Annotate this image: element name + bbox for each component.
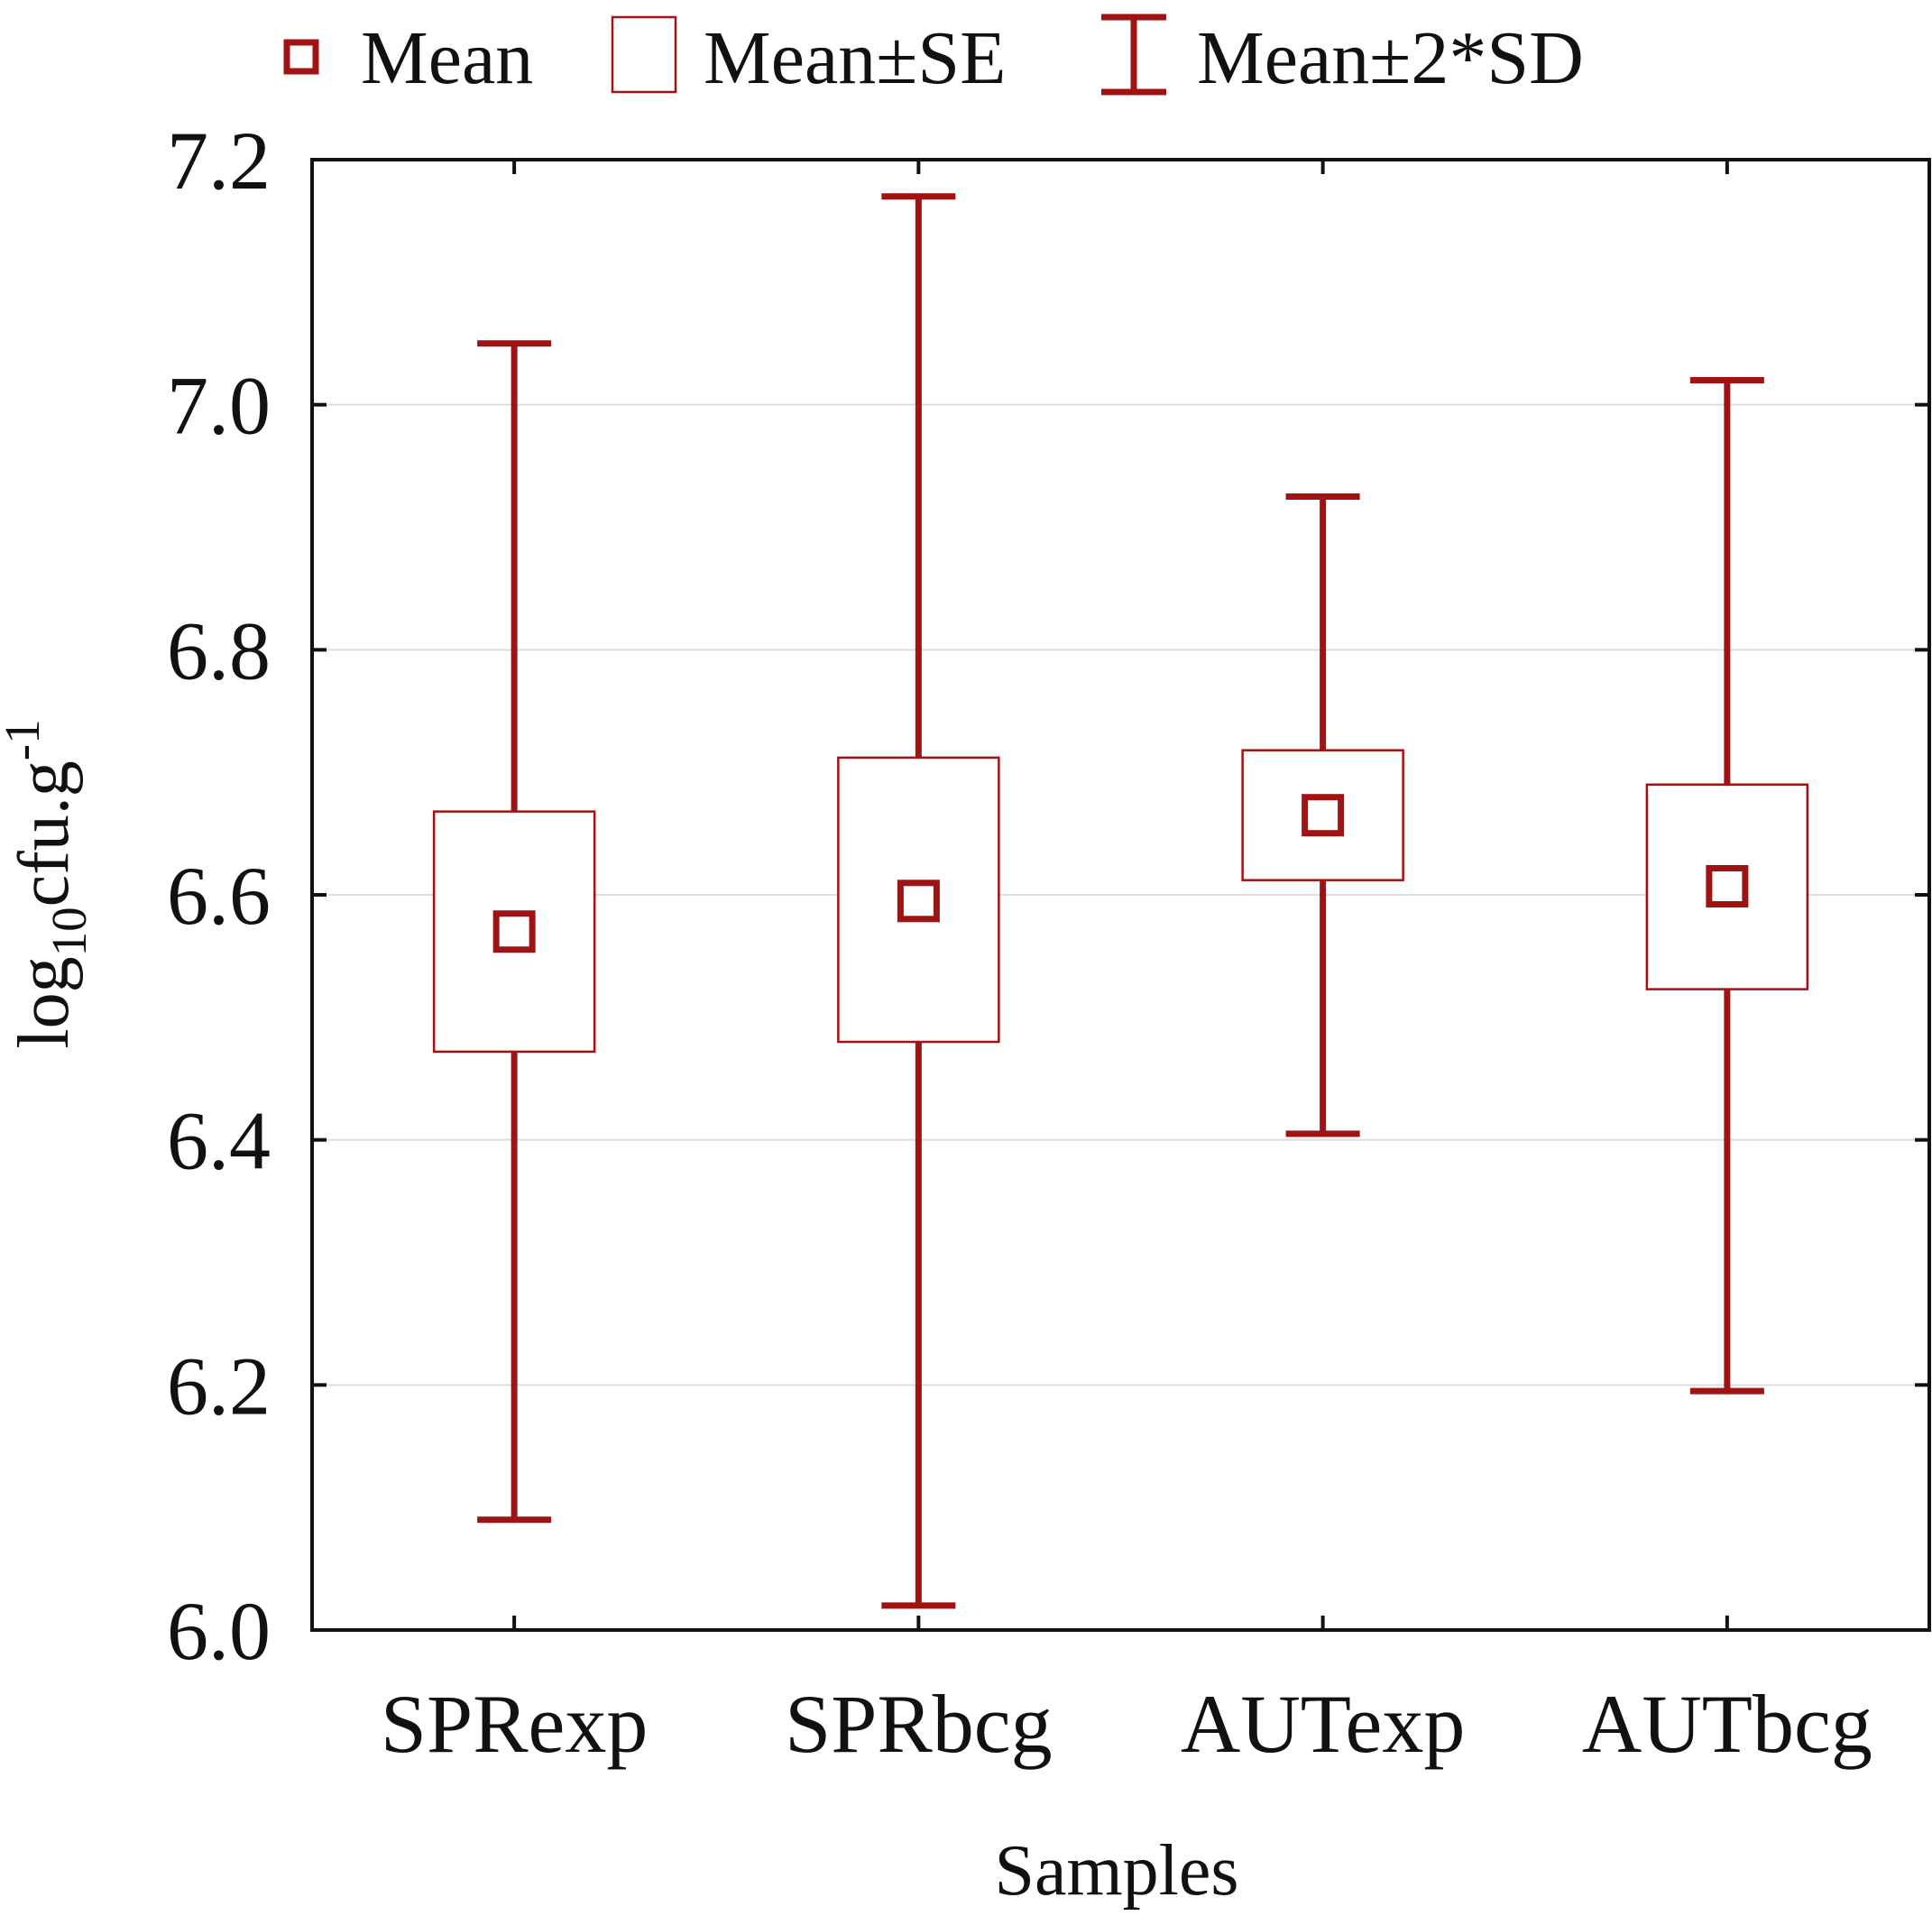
x-tick-label: SPRbcg (785, 1678, 1053, 1770)
y-tick-label: 6.0 (167, 1585, 271, 1677)
series-AUTexp (1241, 493, 1404, 1138)
x-axis-title: Samples (994, 1831, 1238, 1911)
y-axis-title-subscript: 10 (41, 907, 97, 956)
y-tick-label: 6.6 (167, 850, 271, 942)
y-tick-label: 6.2 (167, 1340, 271, 1432)
mean-marker (897, 880, 940, 923)
legend: Mean Mean±SE Mean±2*SD (283, 14, 1584, 100)
ticks (312, 158, 1929, 1632)
legend-mean-symbol (283, 39, 319, 75)
y-tick-labels: 6.0 6.2 6.4 6.6 6.8 7.0 7.2 (167, 115, 271, 1677)
y-axis-title-superscript: -1 (0, 719, 50, 760)
x-tick-label: AUTexp (1181, 1678, 1466, 1770)
y-tick-label: 7.0 (167, 360, 271, 452)
x-tick-label: SPRexp (381, 1678, 649, 1770)
y-tick-label: 6.4 (167, 1095, 271, 1187)
y-axis-title: log10cfu.g-1 (0, 719, 97, 1048)
y-tick-label: 6.8 (167, 604, 271, 696)
x-tick-labels: SPRexp SPRbcg AUTexp AUTbcg (381, 1678, 1872, 1770)
x-tick-label: AUTbcg (1582, 1678, 1872, 1770)
series-SPRbcg (837, 193, 1000, 1609)
y-axis-title-unit: cfu.g (5, 760, 84, 907)
legend-se-label: Mean±SE (704, 16, 1006, 100)
legend-whisker-symbol (1101, 14, 1166, 96)
boxes (432, 193, 1809, 1609)
series-SPRexp (432, 340, 596, 1524)
y-axis-title-base: log (5, 956, 84, 1048)
y-tick-label: 7.2 (167, 115, 271, 207)
mean-marker (492, 910, 536, 953)
mean-marker (1706, 864, 1749, 907)
legend-whisker-label: Mean±2*SD (1197, 16, 1584, 100)
series-AUTbcg (1645, 377, 1809, 1395)
legend-mean-label: Mean (361, 16, 533, 100)
legend-se-symbol (611, 15, 677, 94)
se-box (1645, 783, 1809, 990)
mean-marker (1302, 794, 1345, 837)
